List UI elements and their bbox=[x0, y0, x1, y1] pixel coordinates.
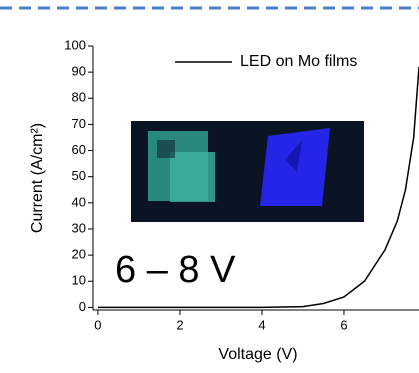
inset-photo bbox=[131, 121, 364, 222]
y-tick-label: 20 bbox=[72, 247, 86, 262]
y-tick-label: 100 bbox=[64, 37, 86, 52]
y-tick-label: 80 bbox=[72, 90, 86, 105]
y-tick-label: 60 bbox=[72, 142, 86, 157]
x-axis-title: Voltage (V) bbox=[218, 346, 297, 363]
y-tick-label: 70 bbox=[72, 116, 86, 131]
y-tick-label: 40 bbox=[72, 194, 86, 209]
x-tick-label: 6 bbox=[340, 317, 347, 332]
y-tick-label: 90 bbox=[72, 64, 86, 79]
y-tick-label: 10 bbox=[72, 273, 86, 288]
y-tick-label: 30 bbox=[72, 220, 86, 235]
y-tick-label: 0 bbox=[79, 299, 86, 314]
y-axis-title: Current (A/cm²) bbox=[29, 123, 46, 233]
y-tick-label: 50 bbox=[72, 168, 86, 183]
x-tick-label: 0 bbox=[94, 317, 101, 332]
x-tick-label: 2 bbox=[176, 317, 183, 332]
annotation: 6 – 8 V bbox=[115, 249, 236, 291]
legend-label: LED on Mo films bbox=[240, 53, 357, 70]
x-tick-label: 4 bbox=[258, 317, 265, 332]
data-line bbox=[97, 66, 419, 309]
